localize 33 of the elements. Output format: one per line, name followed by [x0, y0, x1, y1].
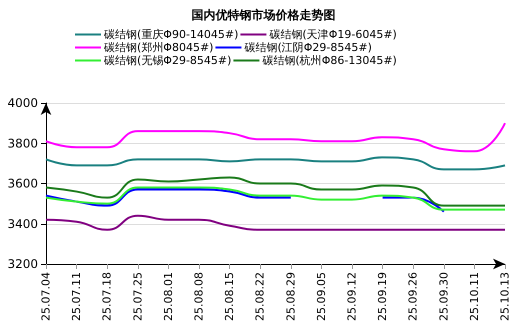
line-series: [45, 176, 506, 207]
x-tick-label: 25.09.05: [314, 272, 328, 321]
line-series: [45, 156, 506, 170]
x-tick-label: 25.07.25: [131, 272, 144, 321]
x-tick-label: 25.08.29: [284, 272, 298, 321]
x-tick-label: 25.07.04: [40, 272, 52, 321]
legend-label: 碳结钢(江阴Φ29-8545#): [243, 41, 372, 54]
legend-label: 碳结钢(郑州Φ8045#): [103, 41, 214, 54]
y-tick-label: 3400: [7, 216, 38, 231]
legend-label: 碳结钢(天津Φ19-6045#): [268, 28, 397, 41]
line-series: [45, 214, 506, 231]
x-tick-label: 25.09.12: [346, 272, 358, 321]
y-tick-label: 3800: [7, 136, 38, 150]
chart-title: 国内优特钢市场价格走势图: [192, 8, 336, 22]
legend-label: 碳结钢(重庆Φ90-14045#): [103, 28, 238, 41]
x-tick-label: 25.09.26: [406, 272, 420, 321]
y-tick-label: 3200: [7, 257, 38, 271]
x-tick-label: 25.09.30: [437, 272, 450, 321]
x-tick-label: 25.10.13: [498, 272, 512, 321]
legend-label: 碳结钢(无锡Φ29-8545#): [103, 54, 232, 67]
x-tick-label: 25.08.22: [254, 272, 267, 321]
x-tick-label: 25.07.18: [100, 272, 114, 321]
line-series: [45, 122, 506, 152]
legend-label: 碳结钢(杭州Φ86-13045#): [261, 54, 397, 67]
x-tick-label: 25.08.15: [223, 272, 236, 321]
x-tick-label: 25.08.01: [162, 272, 175, 321]
line-series: [45, 186, 506, 211]
y-tick-label: 3600: [7, 176, 38, 190]
x-tick-label: 25.10.11: [468, 272, 481, 321]
x-tick-label: 25.08.08: [192, 272, 206, 321]
x-tick-label: 25.09.19: [376, 272, 390, 321]
y-tick-label: 4000: [7, 96, 38, 110]
x-tick-label: 25.07.11: [70, 272, 84, 321]
